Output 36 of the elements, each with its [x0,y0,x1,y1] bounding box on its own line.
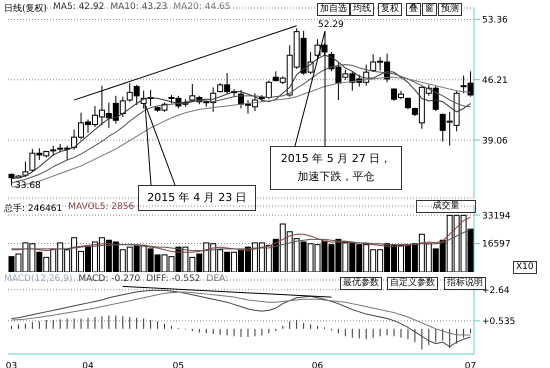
annotation: 加自选 [317,3,350,16]
y-tick-label: 53.36 [482,16,508,26]
annotation: 预测 [438,3,462,16]
y-tick-label: +0.535 [482,317,516,328]
series-label: DIFF: -0.552 [146,274,200,284]
line-series [10,292,472,336]
y-tick-label: 33194 [482,211,511,222]
line-series [10,228,472,252]
annotation: 2015 年 5 月 27 日，加速下跌，平仓 [270,146,402,190]
annotation: 均线 [350,3,374,16]
text: MACD: -0.270 [78,274,140,284]
y-tick-label: 16597 [482,240,511,250]
annotation: 2015 年 4 月 23 日 [138,185,256,211]
annotation: 窗 [422,3,437,16]
candlestick [404,97,411,110]
text: MAVOL5: 2856 [68,202,134,214]
text: X10 [513,261,537,274]
annotation: 33.68 [15,181,41,192]
chart-title: MACD(12,26,9) [4,274,72,284]
annotation: 52.29 [318,20,344,31]
annotation: 指标说明 [444,277,486,290]
text: MA10: 43.23 [110,2,168,14]
annotation: 成交量 [416,200,476,213]
annotation: 叠 [406,3,421,16]
series-label: DEA: [206,274,228,284]
line-series [10,216,472,253]
annotation: 复权 [378,3,402,16]
annotation: 自定义参数 [387,277,438,290]
y-tick-label: 46.21 [482,76,508,86]
y-tick-label: 39.06 [482,136,508,146]
chart-title: 总手: 246461 [4,202,62,215]
annotation: 最优参数 [340,277,382,290]
line-series [10,290,472,348]
text: MA20: 44.65 [173,2,230,14]
chart-title: 日线(复权) [4,2,48,15]
text: MA5: 42.92 [53,2,104,14]
